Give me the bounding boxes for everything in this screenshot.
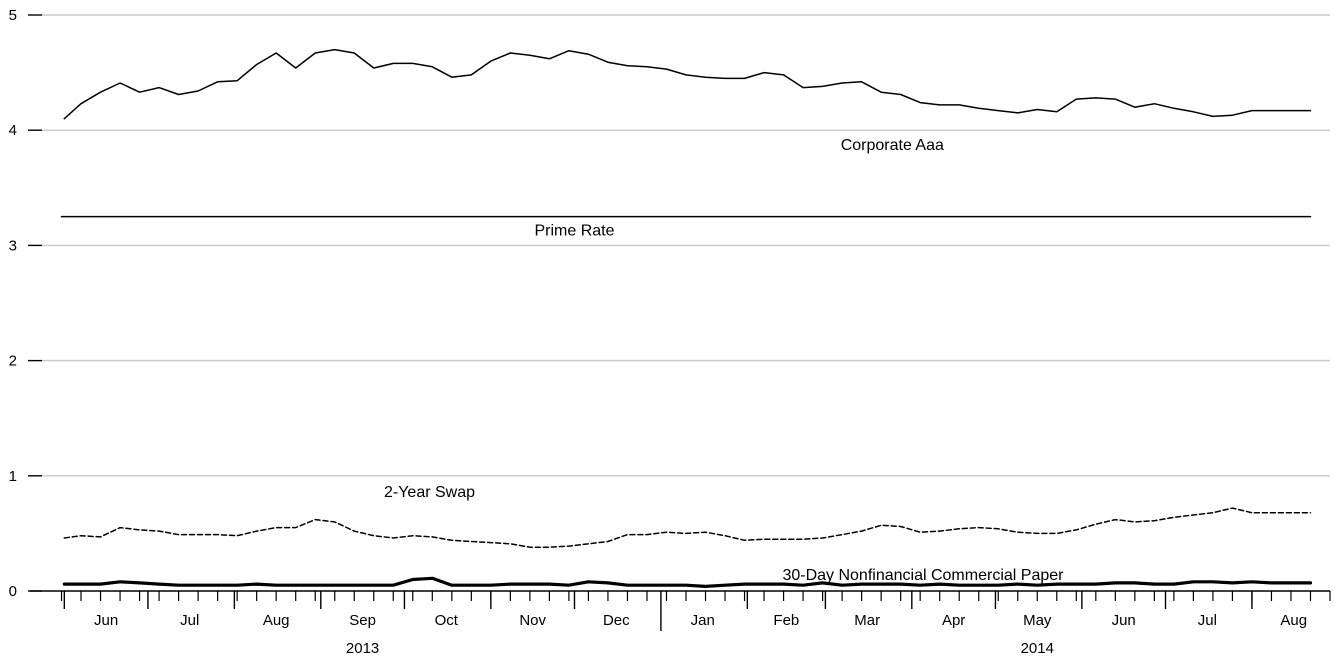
x-month-label-2: Aug — [263, 612, 290, 629]
x-month-label-8: Feb — [773, 612, 799, 629]
series-lines — [60, 48, 1313, 589]
x-month-label-14: Aug — [1280, 612, 1307, 629]
series-labels: Corporate Aaa Prime Rate 2-Year Swap 30-Day… — [384, 137, 1064, 584]
x-month-label-1: Jul — [180, 612, 199, 629]
series-line-30-day-nonfinancial-commercial-paper — [62, 576, 1313, 589]
series-label-prime-rate: Prime Rate — [534, 222, 614, 239]
x-month-label-13: Jul — [1198, 612, 1217, 629]
x-month-label-10: Apr — [942, 612, 965, 629]
x-month-label-9: Mar — [854, 612, 880, 629]
x-month-label-5: Nov — [519, 612, 546, 629]
y-tick-label-2: 2 — [9, 353, 17, 370]
x-month-label-0: Jun — [94, 612, 118, 629]
y-tick-label-3: 3 — [9, 237, 17, 254]
series-label-corporate-aaa: Corporate Aaa — [841, 137, 944, 154]
gridlines — [42, 14, 1330, 477]
x-year-label-2013: 2013 — [346, 640, 379, 657]
y-tick-label-4: 4 — [9, 122, 17, 139]
x-month-label-11: May — [1023, 612, 1052, 629]
series-line-corporate-aaa — [63, 48, 1312, 120]
y-tick-label-1: 1 — [9, 468, 17, 485]
series-label-30-day-nonfinancial-commercial-paper: 30-Day Nonfinancial Commercial Paper — [782, 567, 1064, 584]
y-tick-label-0: 0 — [9, 583, 17, 600]
axes: 0 1 2 3 4 5 Jun Jul Aug Sep Oct Nov Dec Jan Feb Mar Apr M… — [9, 7, 1331, 657]
x-month-label-12: Jun — [1112, 612, 1136, 629]
series-line-2-year-swap — [63, 507, 1312, 548]
x-month-label-3: Sep — [349, 612, 376, 629]
y-tick-label-5: 5 — [9, 7, 17, 24]
x-month-label-6: Dec — [603, 612, 630, 629]
x-year-label-2014: 2014 — [1021, 640, 1054, 657]
x-month-label-4: Oct — [435, 612, 459, 629]
x-month-label-7: Jan — [691, 612, 715, 629]
series-label-2-year-swap: 2-Year Swap — [384, 484, 475, 501]
